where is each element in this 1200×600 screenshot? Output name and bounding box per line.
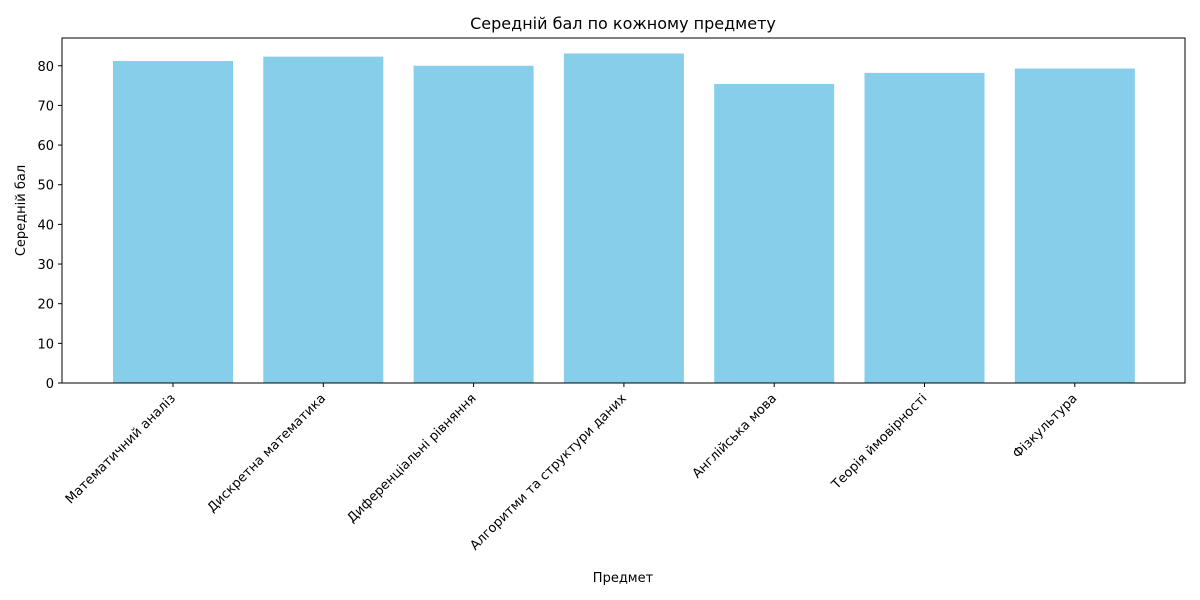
y-tick-label: 0 (46, 377, 54, 392)
y-tick-label: 40 (37, 218, 54, 233)
y-axis-title: Середній бал (14, 165, 29, 256)
y-tick-label: 70 (37, 99, 54, 114)
bar (263, 56, 384, 383)
x-axis: Математичний аналіз Дискретна математика Д… (63, 383, 1081, 554)
bar (1014, 68, 1135, 383)
x-tick-label: Дискретна математика (205, 391, 329, 515)
bar (864, 72, 985, 384)
y-axis: 0 10 20 30 40 50 60 70 80 (37, 60, 62, 392)
x-tick-label: Англійська мова (690, 391, 780, 481)
y-tick-label: 20 (37, 298, 54, 313)
y-tick-label: 10 (37, 337, 54, 352)
bar (113, 61, 233, 383)
y-tick-label: 60 (37, 139, 54, 154)
bar (563, 53, 684, 384)
x-tick-label: Диференціальні рівняння (345, 391, 480, 526)
plot-frame (61, 37, 1186, 384)
y-tick-label: 30 (37, 258, 54, 273)
chart-title: Середній бал по кожному предмету (470, 14, 776, 33)
bar (714, 84, 835, 383)
y-tick-label: 80 (37, 60, 54, 75)
y-tick-label: 50 (37, 179, 54, 194)
bar (413, 65, 534, 384)
x-tick-label: Математичний аналіз (63, 391, 179, 507)
x-tick-label: Алгоритми та структури даних (467, 391, 630, 554)
x-axis-title: Предмет (593, 571, 654, 586)
x-tick-label: Фізкультура (1010, 391, 1081, 462)
bars-group (113, 53, 1135, 384)
x-tick-label: Теорія ймовірності (828, 391, 930, 493)
